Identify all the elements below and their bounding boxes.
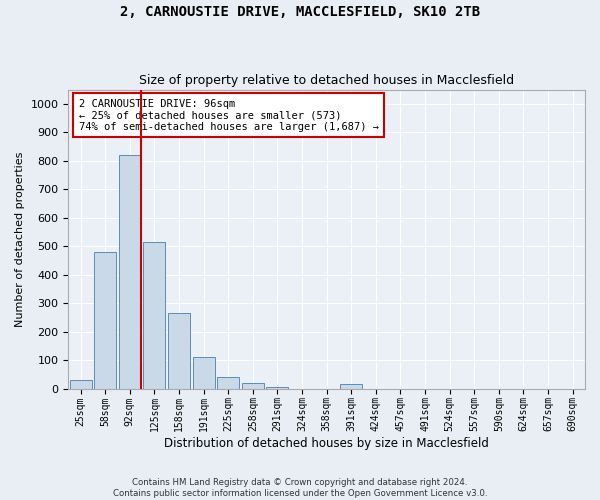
- Bar: [193, 357, 215, 388]
- Text: 2, CARNOUSTIE DRIVE, MACCLESFIELD, SK10 2TB: 2, CARNOUSTIE DRIVE, MACCLESFIELD, SK10 …: [120, 5, 480, 19]
- Title: Size of property relative to detached houses in Macclesfield: Size of property relative to detached ho…: [139, 74, 514, 87]
- Bar: [340, 384, 362, 388]
- Y-axis label: Number of detached properties: Number of detached properties: [15, 152, 25, 326]
- X-axis label: Distribution of detached houses by size in Macclesfield: Distribution of detached houses by size …: [164, 437, 489, 450]
- Bar: [143, 242, 166, 388]
- Bar: [168, 313, 190, 388]
- Bar: [217, 377, 239, 388]
- Bar: [70, 380, 92, 388]
- Text: 2 CARNOUSTIE DRIVE: 96sqm
← 25% of detached houses are smaller (573)
74% of semi: 2 CARNOUSTIE DRIVE: 96sqm ← 25% of detac…: [79, 98, 379, 132]
- Bar: [119, 155, 141, 388]
- Bar: [242, 384, 264, 388]
- Bar: [94, 252, 116, 388]
- Bar: [266, 387, 289, 388]
- Text: Contains HM Land Registry data © Crown copyright and database right 2024.
Contai: Contains HM Land Registry data © Crown c…: [113, 478, 487, 498]
